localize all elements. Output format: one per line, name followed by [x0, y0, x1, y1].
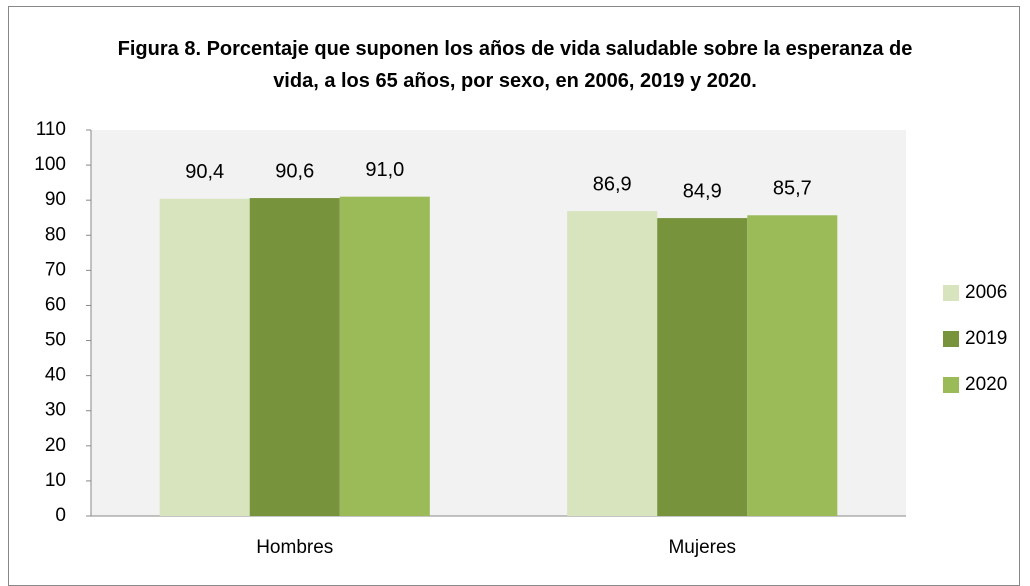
chart-title: Figura 8. Porcentaje que suponen los año… [117, 38, 913, 92]
value-label: 90,6 [275, 160, 314, 182]
x-tick-label: Mujeres [668, 537, 736, 558]
bar [747, 215, 838, 516]
bar [657, 218, 748, 516]
bar [159, 198, 250, 516]
value-label: 85,7 [773, 178, 812, 200]
y-tick-label: 50 [45, 330, 66, 351]
y-tick-label: 70 [45, 259, 66, 280]
y-tick-label: 20 [45, 435, 66, 456]
value-label: 90,4 [185, 161, 224, 183]
y-tick-label: 10 [45, 470, 66, 491]
legend-swatch [943, 377, 959, 393]
legend-swatch [943, 331, 959, 347]
value-label: 91,0 [365, 159, 404, 181]
value-label: 84,9 [683, 180, 722, 202]
chart: 0 10 20 30 40 50 60 70 80 90 100 110 Hombres 90,4 90,6… [34, 119, 1007, 558]
chart-container: Figura 8. Porcentaje que suponen los año… [8, 6, 1020, 586]
legend-label: 2020 [965, 374, 1007, 395]
bar [339, 196, 430, 516]
y-tick-label: 90 [45, 189, 66, 210]
x-tick-label: Hombres [256, 537, 333, 558]
y-tick-label: 40 [45, 365, 66, 386]
legend-label: 2019 [965, 328, 1007, 349]
y-tick-label: 0 [55, 505, 66, 526]
bar [249, 198, 340, 517]
value-label: 86,9 [593, 173, 632, 195]
legend-swatch [943, 285, 959, 301]
y-tick-label: 30 [45, 400, 66, 421]
y-tick-label: 80 [45, 224, 66, 245]
legend-label: 2006 [965, 282, 1007, 303]
y-tick-label: 100 [34, 154, 66, 175]
y-tick-label: 110 [36, 119, 66, 140]
bar [567, 211, 658, 516]
y-tick-label: 60 [45, 294, 66, 315]
